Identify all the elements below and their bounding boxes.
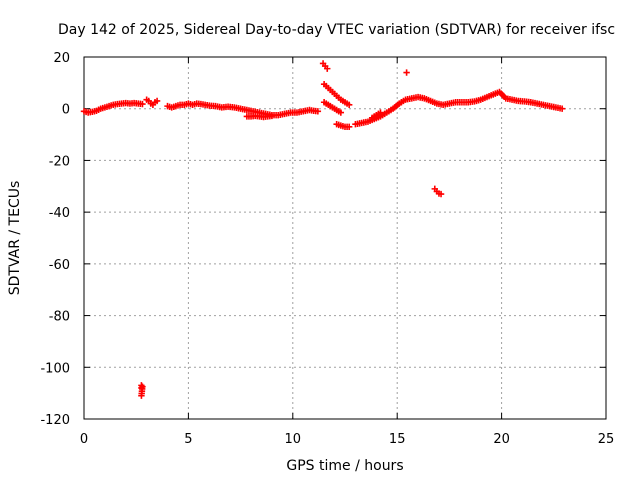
- y-tick-label: 20: [53, 51, 70, 66]
- data-point: [377, 109, 384, 116]
- x-tick-labels: 0 5 10 15 20 25: [80, 432, 614, 447]
- series-main-trace-mid: [164, 100, 322, 119]
- x-tick-label: 15: [389, 432, 406, 447]
- y-tick-labels: -120 -100 -80 -60 -40 -20 0 20: [40, 51, 70, 428]
- y-tick-label: -20: [49, 154, 70, 169]
- plot-frame: [83, 56, 607, 420]
- series-arc-11h-b: [320, 99, 345, 116]
- series-trace-dip-8h: [243, 112, 276, 121]
- series-arc-11h-a: [320, 80, 353, 109]
- series-trace-13h-recovery: [368, 109, 384, 121]
- x-tick-label: 10: [285, 432, 302, 447]
- chart-title: Day 142 of 2025, Sidereal Day-to-day VTE…: [58, 22, 615, 38]
- y-tick-label: -80: [49, 310, 70, 325]
- y-tick-label: 0: [62, 103, 70, 118]
- x-axis-label: GPS time / hours: [286, 458, 403, 474]
- y-axis-label: SDTVAR / TECUs: [7, 181, 23, 296]
- data-point: [324, 65, 331, 72]
- grid-lines: [84, 57, 606, 419]
- data-point: [138, 392, 145, 399]
- series-main-trace-late: [352, 88, 566, 128]
- series-main-trace-3h: [143, 96, 161, 109]
- data-point: [139, 100, 146, 108]
- data-points: [80, 60, 566, 399]
- tick-marks: [83, 56, 607, 420]
- y-tick-label: -100: [40, 361, 70, 376]
- data-point: [314, 108, 322, 115]
- series-trace-12h-low: [333, 121, 353, 131]
- series-outlier-15h: [403, 69, 410, 76]
- data-point: [268, 112, 276, 120]
- data-point: [153, 97, 161, 105]
- data-point: [345, 101, 353, 109]
- series-outlier-3h-low: [138, 382, 146, 399]
- data-point: [403, 69, 410, 76]
- x-tick-label: 5: [184, 432, 192, 447]
- x-tick-label: 25: [598, 432, 615, 447]
- data-point: [437, 190, 445, 198]
- y-tick-label: -40: [49, 206, 70, 221]
- y-tick-label: -60: [49, 258, 70, 273]
- series-spike-11h-upper: [319, 60, 331, 72]
- data-point: [558, 105, 566, 112]
- y-tick-label: -120: [40, 413, 70, 428]
- data-point: [345, 123, 353, 131]
- data-point: [337, 109, 345, 116]
- series-main-trace-early: [80, 99, 146, 116]
- x-tick-label: 20: [493, 432, 510, 447]
- series-outlier-17h: [431, 185, 445, 198]
- x-tick-label: 0: [80, 432, 88, 447]
